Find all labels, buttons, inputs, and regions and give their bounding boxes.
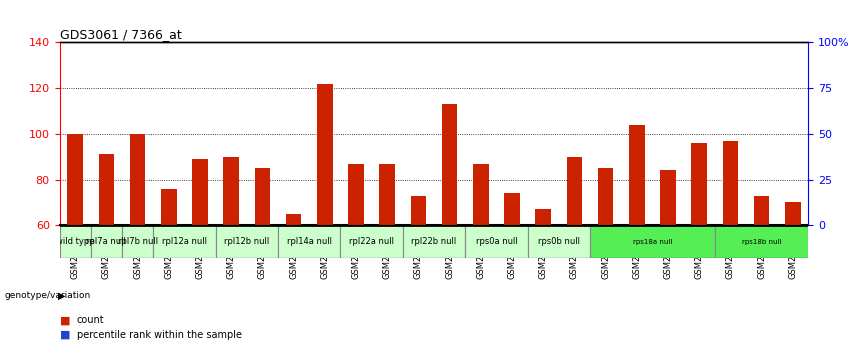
Bar [528, 225, 590, 258]
Bar [590, 225, 715, 258]
Text: ■: ■ [60, 330, 70, 339]
Bar [99, 154, 114, 225]
Bar [715, 225, 808, 258]
Text: rpl12b null: rpl12b null [224, 237, 270, 246]
Bar [691, 143, 707, 225]
Bar [286, 214, 301, 225]
Bar [504, 193, 520, 225]
Bar [465, 225, 528, 258]
Bar [535, 209, 551, 225]
Bar [403, 225, 465, 258]
Bar [60, 225, 91, 258]
Bar [442, 104, 458, 225]
Bar [597, 168, 614, 225]
Text: rps18b null: rps18b null [742, 239, 781, 245]
Bar [410, 195, 426, 225]
Text: ■: ■ [60, 315, 70, 325]
Bar [629, 125, 644, 225]
Bar [153, 225, 215, 258]
Bar [278, 225, 340, 258]
Bar [67, 134, 83, 225]
Bar [785, 202, 801, 225]
Bar [91, 225, 122, 258]
Text: ▶: ▶ [58, 291, 66, 301]
Bar [129, 134, 146, 225]
Text: rpl22a null: rpl22a null [349, 237, 394, 246]
Text: genotype/variation: genotype/variation [4, 291, 90, 300]
Bar [317, 84, 333, 225]
Bar [122, 225, 153, 258]
Text: rps18a null: rps18a null [633, 239, 672, 245]
Text: rpl7a null: rpl7a null [87, 237, 126, 246]
Text: rpl7b null: rpl7b null [117, 237, 157, 246]
Text: rps0b null: rps0b null [538, 237, 580, 246]
Text: wild type: wild type [56, 237, 94, 246]
Bar [340, 225, 403, 258]
Bar [223, 157, 239, 225]
Bar [215, 225, 278, 258]
Text: rpl22b null: rpl22b null [411, 237, 457, 246]
Bar [660, 170, 676, 225]
Text: rps0a null: rps0a null [476, 237, 517, 246]
Bar [254, 168, 271, 225]
Bar [567, 157, 582, 225]
Bar [722, 141, 738, 225]
Text: count: count [77, 315, 104, 325]
Text: rpl14a null: rpl14a null [287, 237, 332, 246]
Bar [754, 195, 769, 225]
Bar [161, 189, 176, 225]
Text: percentile rank within the sample: percentile rank within the sample [77, 330, 242, 339]
Bar [348, 164, 363, 225]
Text: rpl12a null: rpl12a null [162, 237, 207, 246]
Bar [192, 159, 208, 225]
Text: GDS3061 / 7366_at: GDS3061 / 7366_at [60, 28, 181, 41]
Bar [473, 164, 488, 225]
Bar [380, 164, 395, 225]
